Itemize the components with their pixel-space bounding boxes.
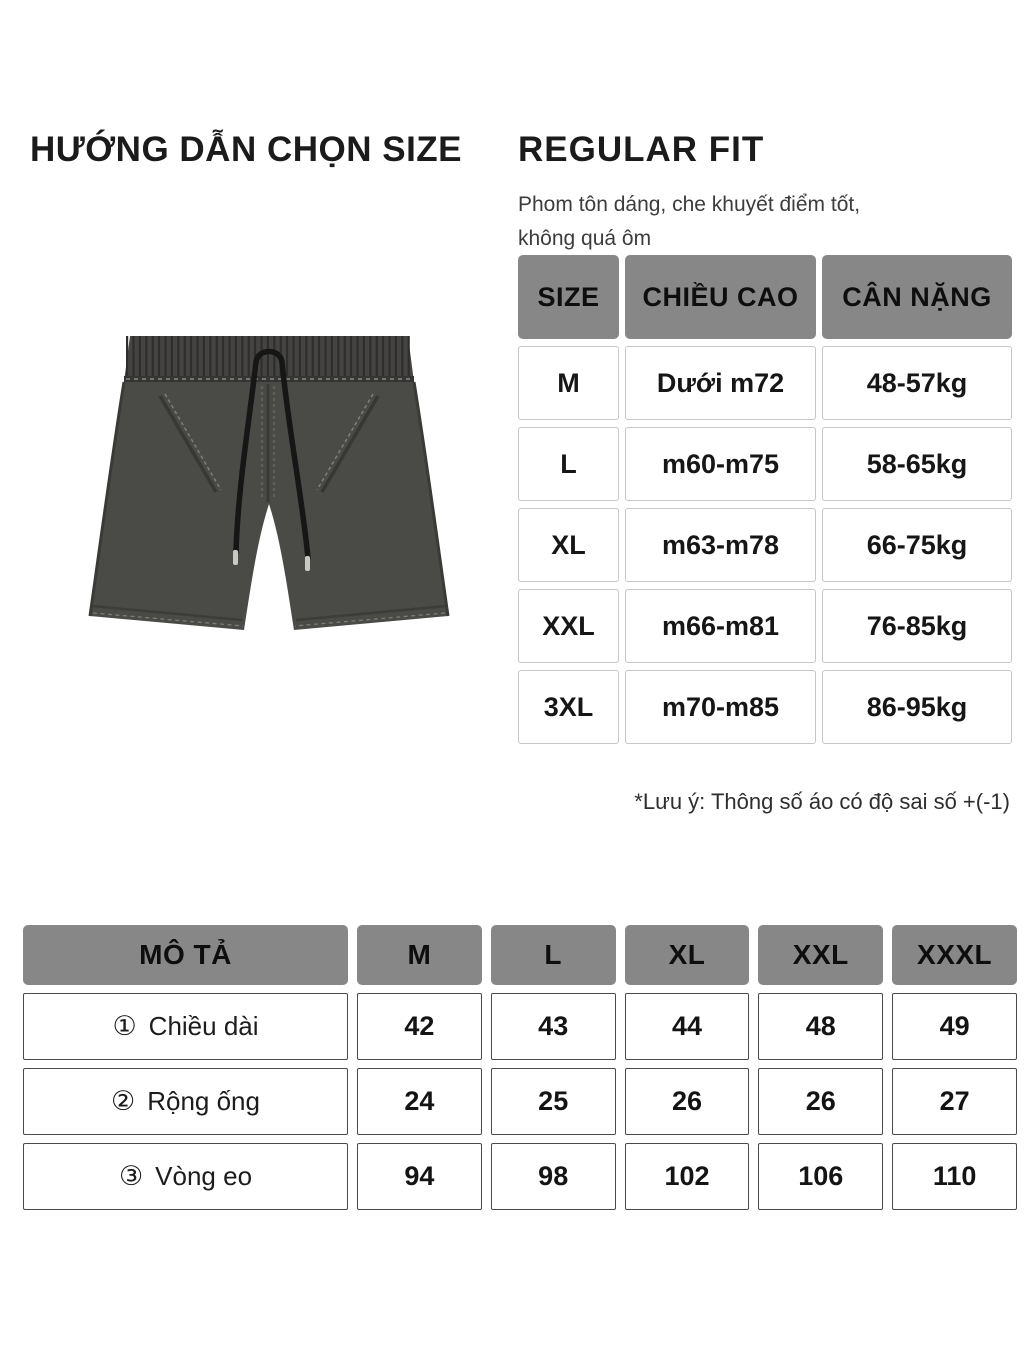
size-table-header-weight: CÂN NẶNG (822, 255, 1012, 339)
size-cell: 3XL (518, 670, 619, 744)
measure-header-xxxl: XXXL (892, 925, 1017, 985)
height-cell: m63-m78 (625, 508, 816, 582)
size-cell: XL (518, 508, 619, 582)
measure-label-text: Rộng ống (147, 1086, 260, 1116)
size-cell: L (518, 427, 619, 501)
measure-label-text: Chiều dài (148, 1011, 259, 1041)
size-table-header-size: SIZE (518, 255, 619, 339)
circled-number-icon: ③ (118, 1161, 144, 1191)
shorts-image (66, 326, 472, 662)
measure-value: 102 (624, 1143, 750, 1210)
measurement-table: MÔ TẢ M L XL XXL XXXL ① Chiều dài 42 43 4… (23, 925, 1017, 1210)
measure-value: 24 (357, 1068, 482, 1135)
size-table-header-height: CHIỀU CAO (625, 255, 816, 339)
measure-value: 106 (758, 1143, 884, 1210)
measure-value: 94 (357, 1143, 482, 1210)
weight-cell: 86-95kg (822, 670, 1012, 744)
height-cell: Dưới m72 (625, 346, 816, 420)
measure-header-label: MÔ TẢ (23, 925, 348, 985)
height-cell: m66-m81 (625, 589, 816, 663)
circled-number-icon: ① (112, 1011, 137, 1041)
size-cell: XXL (518, 589, 619, 663)
measure-value: 26 (758, 1068, 884, 1135)
measure-value: 25 (490, 1068, 616, 1135)
shorts-illustration (88, 336, 450, 630)
size-table: SIZE CHIỀU CAO CÂN NẶNG M Dưới m72 48-57… (518, 255, 1012, 744)
measure-value: 44 (624, 993, 750, 1060)
measure-value: 26 (624, 1068, 750, 1135)
measure-value: 42 (357, 993, 482, 1060)
measure-header-xl: XL (624, 925, 750, 985)
measure-value: 98 (490, 1143, 616, 1210)
measure-value: 27 (892, 1068, 1017, 1135)
fit-description-line2: không quá ôm (518, 227, 652, 251)
weight-cell: 76-85kg (822, 589, 1012, 663)
page-title: HƯỚNG DẪN CHỌN SIZE (30, 130, 463, 169)
fit-description-line1: Phom tôn dáng, che khuyết điểm tốt, (518, 193, 861, 216)
weight-cell: 58-65kg (822, 427, 1012, 501)
measure-header-m: M (357, 925, 482, 985)
weight-cell: 48-57kg (822, 346, 1012, 420)
measure-label-text: Vòng eo (155, 1161, 253, 1191)
size-note: *Lưu ý: Thông số áo có độ sai số +(-1) (634, 789, 1010, 814)
measure-value: 110 (892, 1143, 1017, 1210)
fit-description: Phom tôn dáng, che khuyết điểm tốt, không… (518, 188, 998, 256)
measure-row-label: ① Chiều dài (23, 993, 348, 1060)
measure-value: 48 (758, 993, 884, 1060)
fit-heading: REGULAR FIT (518, 130, 765, 169)
weight-cell: 66-75kg (822, 508, 1012, 582)
measure-value: 49 (892, 993, 1017, 1060)
measure-value: 43 (490, 993, 616, 1060)
measure-row-label: ② Rộng ống (23, 1068, 348, 1135)
height-cell: m60-m75 (625, 427, 816, 501)
measure-header-xxl: XXL (758, 925, 884, 985)
height-cell: m70-m85 (625, 670, 816, 744)
circled-number-icon: ② (111, 1086, 136, 1116)
measure-header-l: L (490, 925, 616, 985)
size-cell: M (518, 346, 619, 420)
measure-row-label: ③ Vòng eo (23, 1143, 348, 1210)
